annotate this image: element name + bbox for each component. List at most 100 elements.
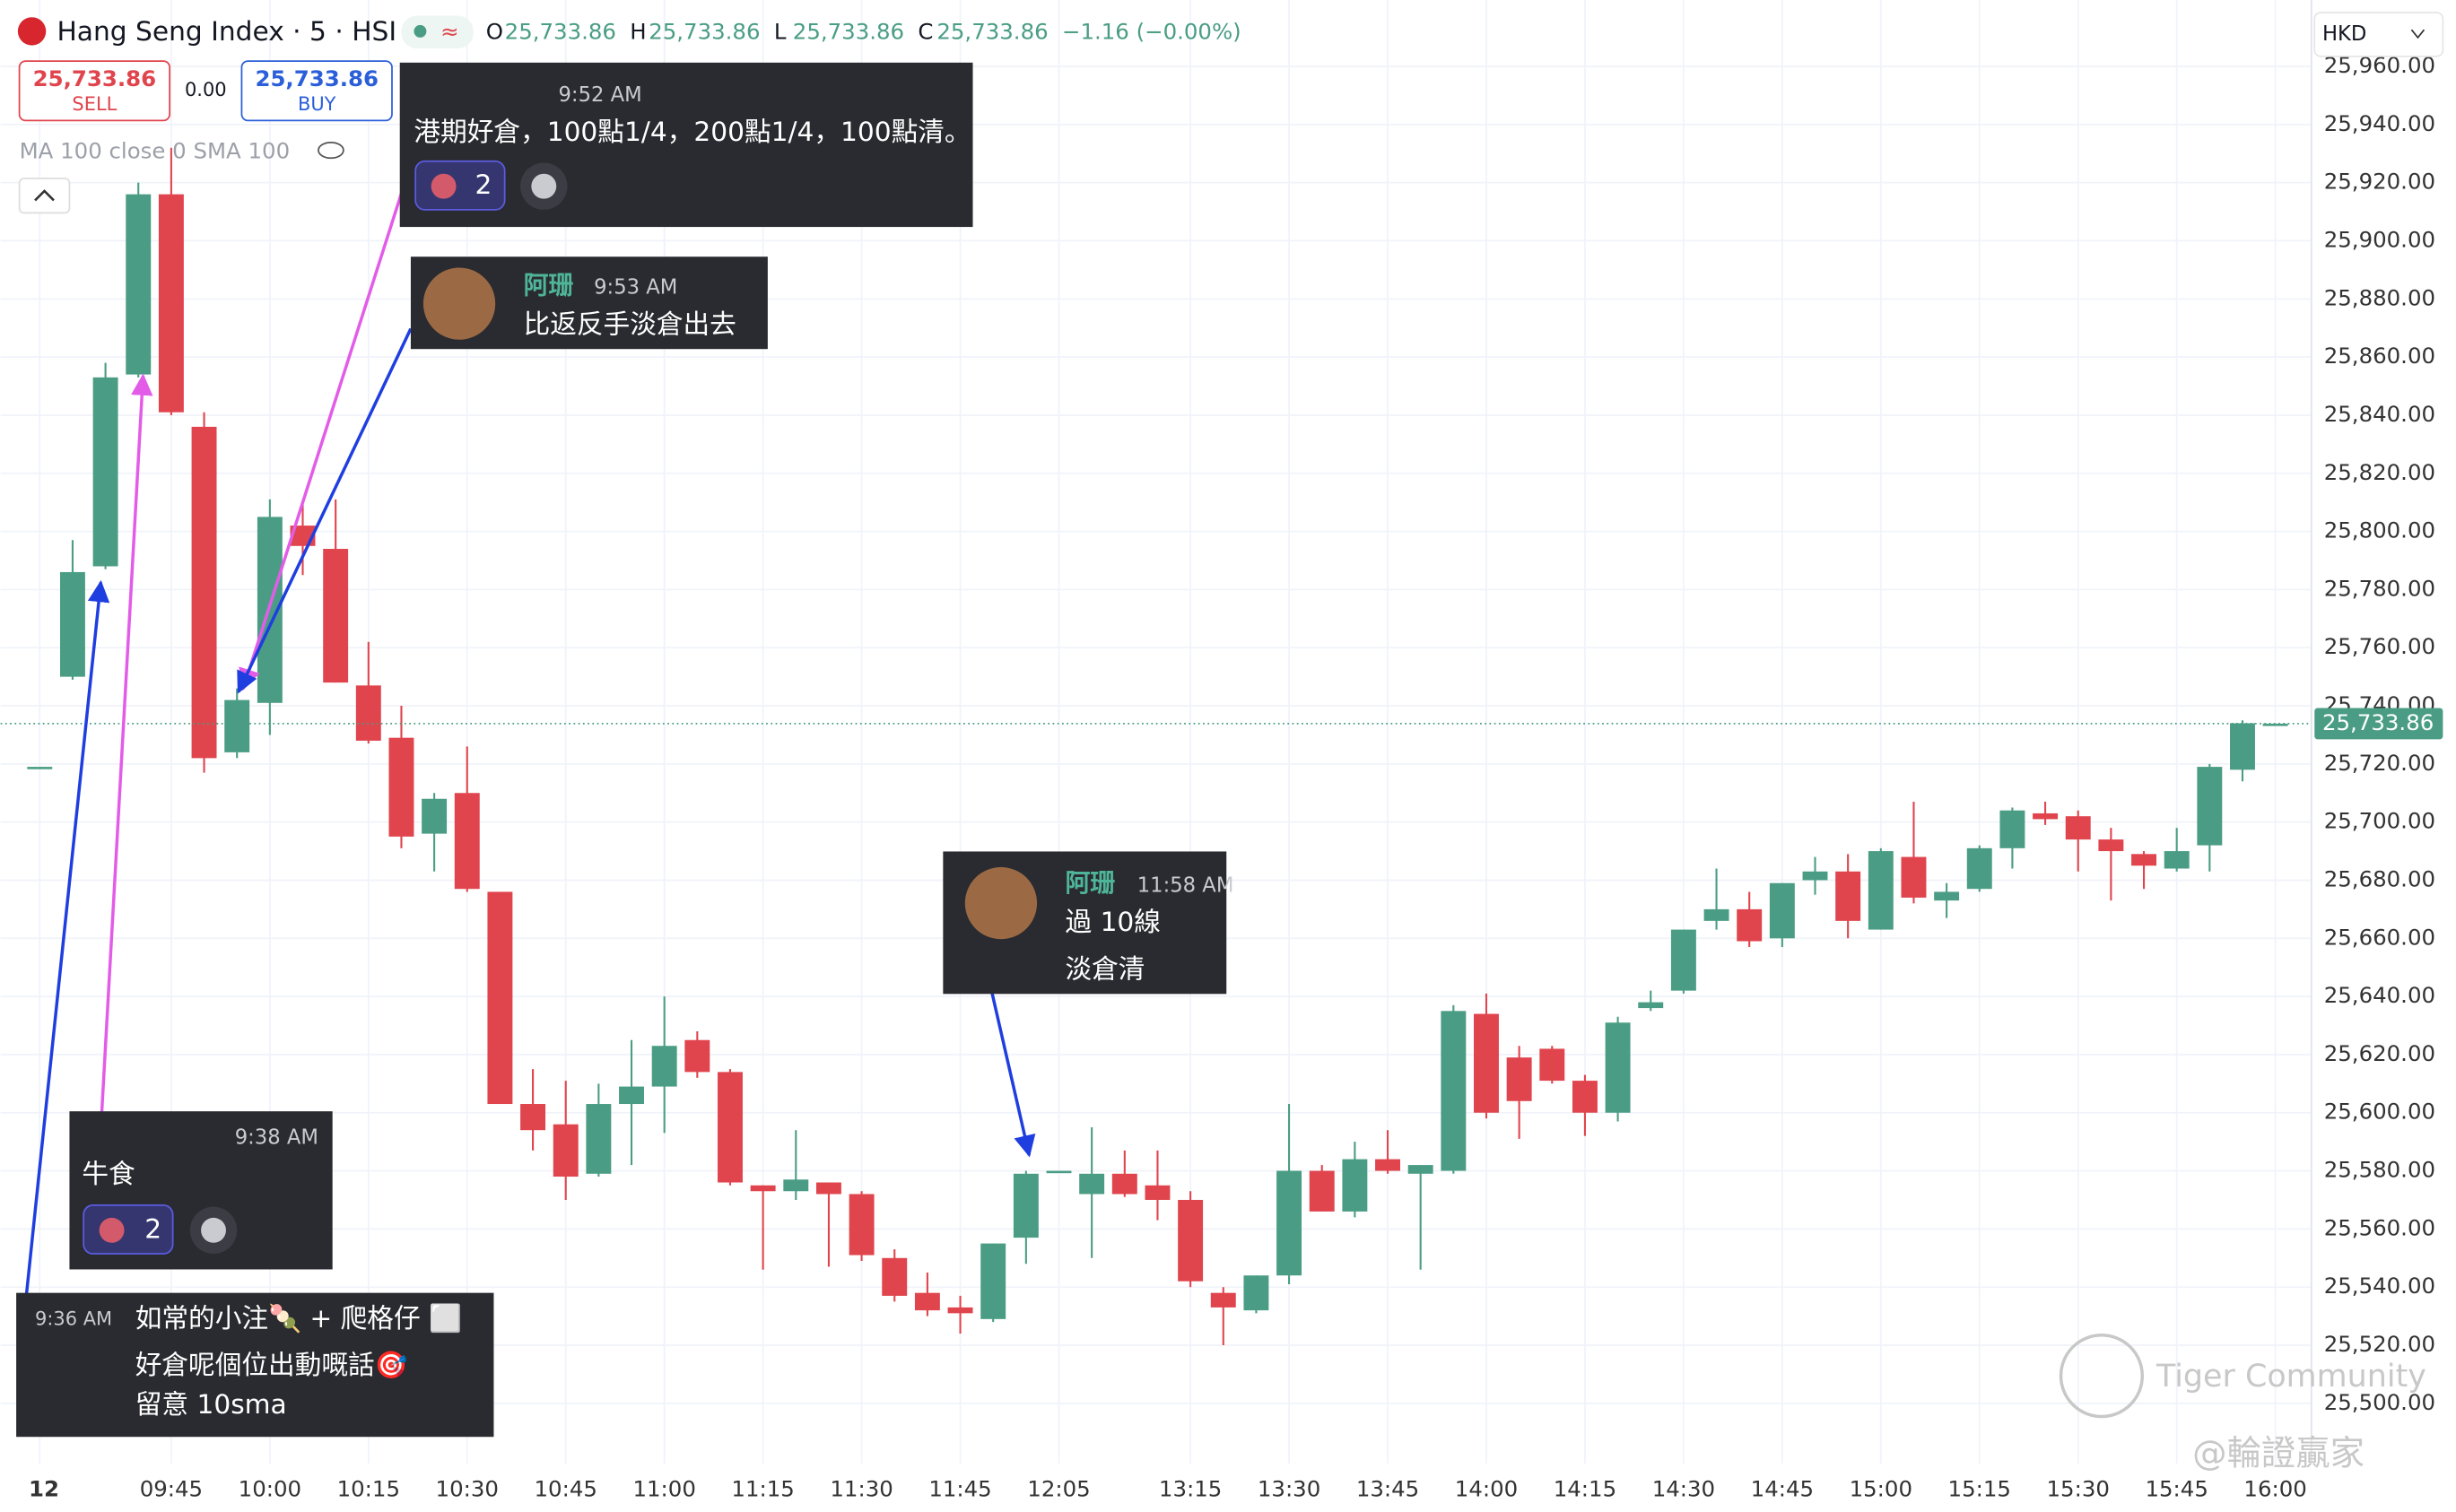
watermark: @輪證贏家 [2192,1434,2365,1474]
ohlc-key: H [630,19,646,45]
candle-body [1506,1057,1532,1101]
buy-label: BUY [298,93,336,115]
x-tick-label: 14:45 [1751,1476,1814,1502]
reaction[interactable] [414,160,506,211]
comment-time: 9:53 AM [594,276,677,300]
emoji-icon [201,1217,226,1243]
comment-text: 過 10線 [1065,906,1160,937]
candle-body [224,700,250,752]
candle-body [553,1124,579,1177]
collapse-button[interactable] [18,178,71,214]
candle-body [1474,1013,1499,1113]
candle-body [1210,1292,1236,1308]
candle-body [815,1182,841,1195]
candle-body [1178,1199,1204,1282]
last-price-label: 25,733.86 [2322,709,2434,735]
candle-body [750,1185,776,1192]
emoji-icon [531,173,557,199]
candle-body [1934,891,1960,901]
candle-body [323,549,349,683]
dropdown-icon [2410,29,2426,39]
status-icon: ≈ [440,19,458,45]
comment-text: 淡倉清 [1065,953,1145,985]
indicator-label: MA 100 close 0 SMA 100 [20,137,291,163]
comment-author: 阿珊 [524,270,574,300]
avatar [422,267,496,340]
candle-body [2033,812,2059,820]
comment-text: 比返反手淡倉出去 [524,308,736,340]
watermark-logo [2059,1334,2145,1419]
candle-body [2131,854,2156,866]
watermark: Tiger Community [2156,1359,2426,1395]
y-tick-label: 25,600.00 [2324,1099,2435,1125]
spread: 0.00 [185,79,227,100]
candle-body [126,194,152,375]
y-tick-label: 25,660.00 [2324,924,2435,950]
y-tick-label: 25,920.00 [2324,169,2435,195]
x-tick-label: 11:00 [632,1476,695,1502]
comment-text: 港期好倉，100點1/4，200點1/4，100點清。 [414,116,971,147]
y-tick-label: 25,800.00 [2324,517,2435,543]
status-pill [401,15,474,49]
candle-body [718,1072,743,1183]
buy-price: 25,733.86 [255,65,379,91]
candle-body [1539,1048,1565,1082]
candle-body [1407,1165,1433,1174]
ohlc-row: O 25,733.86 H 25,733.86 L 25,733.86 C 25,733.86 [486,19,1049,45]
reaction-count: 2 [475,169,492,200]
reaction[interactable] [83,1204,174,1255]
candle-body [27,767,53,769]
y-tick-label: 25,560.00 [2324,1214,2435,1240]
candle-body [651,1046,677,1087]
candle-body [849,1194,875,1256]
candle-body [355,685,381,741]
hide-icon[interactable] [318,141,344,160]
x-tick-label: 10:15 [337,1476,400,1502]
candle-body [2164,851,2190,869]
y-tick-label: 25,840.00 [2324,401,2435,427]
x-tick-label: 15:45 [2145,1476,2208,1502]
comment-text: 牛食 [82,1158,135,1189]
symbol-title: Hang Seng Index · 5 · HSI [57,15,396,47]
comment-time: 9:52 AM [559,83,642,107]
candle-body [2065,816,2091,840]
y-tick-label: 25,720.00 [2324,750,2435,776]
comment-text: 留意 10sma [135,1388,287,1420]
comment-text: 如常的小注🍡 + 爬格仔 ⬜ [135,1302,462,1334]
y-tick-label: 25,680.00 [2324,865,2435,891]
change: −1.16 (−0.00%) [1062,19,1241,45]
candle-body [1835,871,1861,921]
x-tick-label: 13:15 [1159,1476,1222,1502]
arrow [239,134,422,691]
candle-body [2230,723,2255,770]
currency: HKD [2322,22,2366,46]
x-tick-label: 10:45 [535,1476,597,1502]
y-tick-label: 25,860.00 [2324,343,2435,369]
candle-body [1638,1002,1664,1009]
x-tick-label: 15:15 [1948,1476,2011,1502]
ohlc-key: O [486,19,503,45]
candle-body [1145,1185,1171,1200]
y-tick-label: 25,640.00 [2324,982,2435,1008]
candle-body [882,1257,908,1296]
candle-body [783,1179,809,1192]
candle-body [1703,908,1729,921]
ohlc-value: 25,733.86 [936,19,1048,45]
y-tick-label: 25,760.00 [2324,633,2435,659]
buy-button[interactable] [240,60,393,122]
y-tick-label: 25,940.00 [2324,110,2435,136]
candle-body [1375,1159,1400,1171]
candle-body [1868,851,1894,930]
candle-body [1276,1170,1302,1276]
currency-select[interactable] [2313,12,2444,57]
x-tick-label: 12:05 [1027,1476,1090,1502]
candle-body [422,798,448,834]
candle-body [487,891,513,1105]
candle-body [1737,908,1763,942]
sell-price: 25,733.86 [33,65,157,91]
sell-button[interactable] [18,60,171,122]
sell-label: SELL [72,93,117,115]
x-tick-label: 11:45 [928,1476,991,1502]
ohlc-value: 25,733.86 [793,19,904,45]
candle-body [1670,929,1696,991]
